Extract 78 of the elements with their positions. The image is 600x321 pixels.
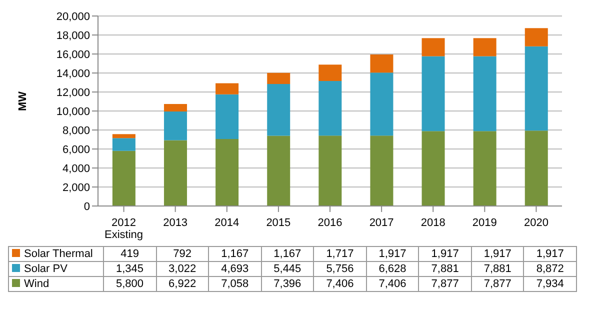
bar xyxy=(164,104,187,112)
data-label: 7,934 xyxy=(524,276,576,292)
data-label: 7,396 xyxy=(261,276,314,292)
data-label: 1,167 xyxy=(208,246,262,262)
bar xyxy=(112,150,136,206)
bar xyxy=(318,80,342,136)
legend-label: Wind xyxy=(8,276,104,292)
data-label: 1,167 xyxy=(261,246,314,262)
bar xyxy=(216,138,239,206)
y-tick-label: 20,000 xyxy=(56,10,90,23)
bar xyxy=(318,136,342,206)
bar xyxy=(524,28,548,46)
data-label: 4,693 xyxy=(208,262,262,276)
bar xyxy=(267,136,290,206)
x-tick-label: 2019 xyxy=(472,217,497,229)
y-tick-label: 8,000 xyxy=(62,124,90,137)
bar xyxy=(473,38,496,56)
data-label: 5,800 xyxy=(104,276,156,292)
bar xyxy=(370,54,394,73)
y-tick-label: 14,000 xyxy=(56,68,90,80)
bar xyxy=(112,138,136,151)
data-label: 7,406 xyxy=(366,276,419,292)
data-label: 6,628 xyxy=(366,262,419,276)
bar xyxy=(422,131,445,206)
bar xyxy=(422,56,445,132)
bar xyxy=(473,56,496,132)
bar xyxy=(473,131,496,206)
y-tick-label: 18,000 xyxy=(56,30,90,42)
data-label: 1,717 xyxy=(314,246,366,262)
x-tick-label: 2015 xyxy=(266,217,291,229)
x-tick-label: 2020 xyxy=(524,217,548,229)
data-label: 7,877 xyxy=(471,276,524,292)
bar xyxy=(267,72,290,84)
data-label: 7,406 xyxy=(314,276,366,292)
data-label: 5,445 xyxy=(261,262,314,276)
bar xyxy=(370,136,394,206)
y-tick-label: 16,000 xyxy=(56,48,90,61)
y-tick-label: 6,000 xyxy=(62,144,90,156)
x-tick-label: 2013 xyxy=(163,217,188,229)
data-label: 792 xyxy=(156,246,209,262)
data-label: 8,872 xyxy=(524,262,576,276)
bar xyxy=(524,130,548,206)
bar xyxy=(216,83,239,94)
y-tick-label: 4,000 xyxy=(62,162,90,175)
x-tick-label: 2017 xyxy=(369,217,394,229)
data-label: 7,877 xyxy=(418,276,472,292)
bar xyxy=(318,64,342,81)
bar xyxy=(422,38,445,56)
data-label: 7,058 xyxy=(208,276,262,292)
data-label: 1,345 xyxy=(104,262,156,276)
data-label: 1,917 xyxy=(366,246,419,262)
bar xyxy=(112,134,136,138)
legend-label: Solar Thermal xyxy=(8,246,104,262)
data-label: 5,756 xyxy=(314,262,366,276)
bar xyxy=(164,112,187,140)
data-label: 7,881 xyxy=(471,262,524,276)
x-tick-label: 2016 xyxy=(318,217,342,229)
legend-label: Solar PV xyxy=(8,262,104,276)
data-label: 419 xyxy=(104,246,156,262)
x-tick-label: 2012 Existing xyxy=(104,217,144,241)
bar xyxy=(216,94,239,139)
data-label: 1,917 xyxy=(418,246,472,262)
bar xyxy=(267,84,290,136)
data-label: 1,917 xyxy=(524,246,576,262)
bar xyxy=(524,46,548,131)
bar xyxy=(370,72,394,136)
data-label: 7,881 xyxy=(418,262,472,276)
y-axis-title: MW xyxy=(16,90,29,111)
x-tick-label: 2018 xyxy=(420,217,446,229)
y-tick-label: 12,000 xyxy=(56,86,90,99)
y-tick-label: 0 xyxy=(84,200,90,213)
y-tick-label: 10,000 xyxy=(56,106,90,118)
y-tick-label: 2,000 xyxy=(62,182,90,194)
data-label: 3,022 xyxy=(156,262,209,276)
data-label: 1,917 xyxy=(471,246,524,262)
bar xyxy=(164,140,187,206)
data-label: 6,922 xyxy=(156,276,209,292)
x-tick-label: 2014 xyxy=(214,217,240,229)
